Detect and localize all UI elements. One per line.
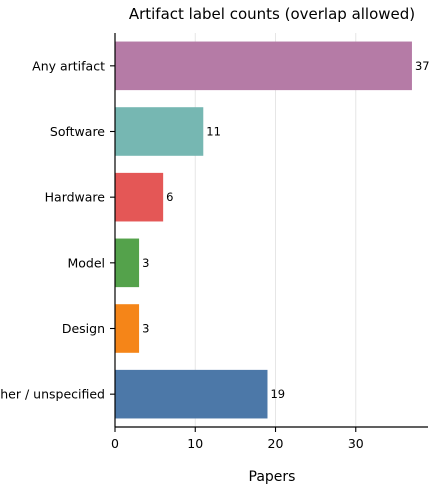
data-label: 6 [166, 190, 173, 204]
grid-lines [194, 33, 357, 427]
y-tick-label: Software [50, 124, 105, 139]
y-axis: Any artifact Software Hardware Model Design O… [0, 33, 116, 427]
x-axis: 0 10 20 30 [111, 426, 428, 451]
y-tick-label: Any artifact [32, 58, 105, 73]
x-axis-label: Papers [249, 469, 296, 485]
data-label: 3 [142, 322, 149, 336]
chart-title: Artifact label counts (overlap allowed) [129, 5, 415, 23]
bar-model [115, 238, 140, 288]
bar-design [115, 304, 140, 353]
bars [115, 41, 412, 419]
data-label: 19 [270, 387, 285, 401]
x-tick-label: 10 [187, 436, 203, 451]
bar-other-unspecified [115, 369, 268, 419]
y-tick-label: Hardware [45, 190, 106, 205]
bar-hardware [115, 172, 164, 222]
y-tick-label: Model [67, 255, 105, 270]
data-label: 37 [415, 59, 430, 73]
data-label: 11 [206, 125, 221, 139]
data-labels: 37 11 6 3 3 19 [142, 59, 430, 401]
x-tick-label: 30 [348, 436, 364, 451]
y-tick-label: Other / unspecified [0, 387, 105, 402]
bar-any-artifact [115, 41, 412, 91]
x-tick-label: 0 [111, 436, 119, 451]
x-tick-label: 20 [268, 436, 284, 451]
data-label: 3 [142, 256, 149, 270]
y-tick-label: Design [62, 321, 105, 336]
bar-software [115, 107, 204, 156]
